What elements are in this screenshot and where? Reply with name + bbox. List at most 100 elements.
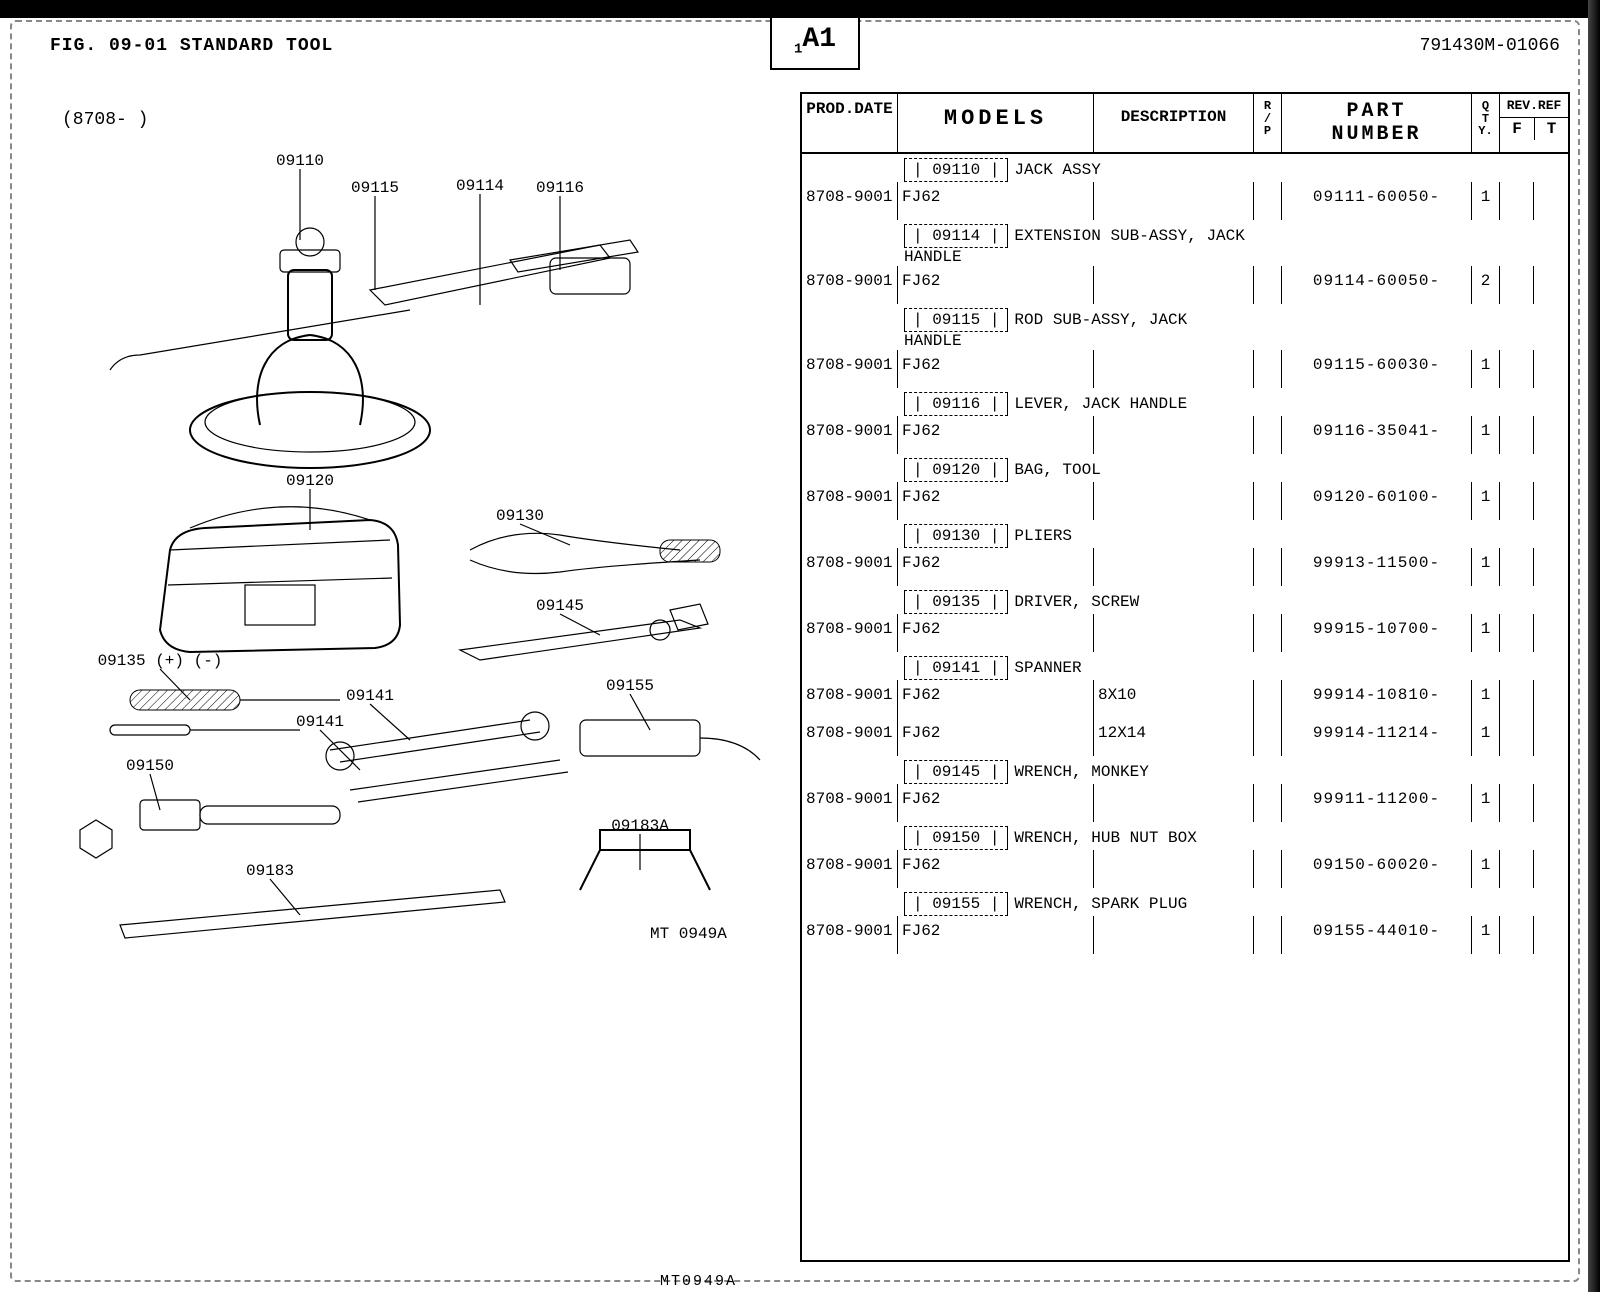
cell-models: FJ62	[898, 784, 1094, 822]
group-header: | 09135 | DRIVER, SCREW	[898, 586, 1254, 614]
callout-label: 09141	[346, 687, 394, 705]
group-desc: BAG, TOOL	[1014, 461, 1100, 479]
cell-rev-t	[1534, 850, 1568, 888]
cell-qty: 1	[1472, 850, 1500, 888]
cell-rp	[1254, 416, 1282, 454]
group-code: | 09116 |	[904, 392, 1008, 416]
col-part-2: NUMBER	[1286, 123, 1467, 146]
group-desc: JACK ASSY	[1014, 161, 1100, 179]
cell-part-number: 09155-44010-	[1282, 916, 1472, 954]
cell-rp	[1254, 350, 1282, 388]
callout-label: 09116	[536, 179, 584, 197]
cell-desc	[1094, 350, 1254, 388]
cell-rev-f	[1500, 614, 1534, 652]
bottom-code: MT0949A	[660, 1273, 737, 1290]
col-description: DESCRIPTION	[1094, 94, 1254, 152]
date-range: (8708- )	[62, 110, 148, 130]
group-code: | 09130 |	[904, 524, 1008, 548]
cell-qty: 1	[1472, 548, 1500, 586]
group-desc: WRENCH, MONKEY	[1014, 763, 1148, 781]
callout-label: 09183	[246, 862, 294, 880]
cell-rev-f	[1500, 784, 1534, 822]
col-revref: REV.REF F T	[1500, 94, 1568, 152]
cell-part-number: 09150-60020-	[1282, 850, 1472, 888]
col-revref-label: REV.REF	[1500, 94, 1568, 117]
group-code: | 09150 |	[904, 826, 1008, 850]
cell-desc	[1094, 416, 1254, 454]
group-header: | 09130 |PLIERS	[898, 520, 1254, 548]
cell-desc	[1094, 182, 1254, 220]
cell-rev-f	[1500, 916, 1534, 954]
cell-rev-t	[1534, 416, 1568, 454]
table-row: 8708-9001FJ6212X1499914-11214-1	[802, 718, 1568, 756]
cell-rev-f	[1500, 680, 1534, 718]
group-header: | 09145 | WRENCH, MONKEY	[898, 756, 1254, 784]
figure-title: FIG. 09-01 STANDARD TOOL	[50, 36, 333, 56]
group-desc: SPANNER	[1014, 659, 1081, 677]
cell-rev-t	[1534, 548, 1568, 586]
cell-rev-t	[1534, 784, 1568, 822]
callout-leader	[520, 524, 570, 545]
cell-qty: 1	[1472, 482, 1500, 520]
cell-part-number: 99915-10700-	[1282, 614, 1472, 652]
parts-table: PROD.DATE MODELS DESCRIPTION R / P PART …	[800, 92, 1570, 1262]
cell-prod-date: 8708-9001	[802, 850, 898, 888]
table-row: 8708-9001FJ6209150-60020-1	[802, 850, 1568, 888]
group-code: | 09135 |	[904, 590, 1008, 614]
cell-models: FJ62	[898, 614, 1094, 652]
cell-rev-f	[1500, 266, 1534, 304]
cell-desc	[1094, 614, 1254, 652]
cell-qty: 1	[1472, 416, 1500, 454]
table-row: 8708-9001FJ6299913-11500-1	[802, 548, 1568, 586]
film-edge-top	[0, 0, 1600, 18]
cell-prod-date: 8708-9001	[802, 718, 898, 756]
table-row: 8708-9001FJ6299911-11200-1	[802, 784, 1568, 822]
cell-rev-t	[1534, 182, 1568, 220]
cell-rp	[1254, 548, 1282, 586]
cell-qty: 1	[1472, 614, 1500, 652]
cell-qty: 1	[1472, 182, 1500, 220]
cell-models: FJ62	[898, 482, 1094, 520]
cell-prod-date: 8708-9001	[802, 916, 898, 954]
cell-rev-f	[1500, 350, 1534, 388]
cell-rp	[1254, 718, 1282, 756]
cell-models: FJ62	[898, 350, 1094, 388]
callout-label: 09155	[606, 677, 654, 695]
table-body: | 09110 |JACK ASSY8708-9001FJ6209111-600…	[802, 154, 1568, 1250]
cell-rev-f	[1500, 182, 1534, 220]
cell-models: FJ62	[898, 548, 1094, 586]
cell-qty: 1	[1472, 718, 1500, 756]
cell-rp	[1254, 916, 1282, 954]
col-part-number: PART NUMBER	[1282, 94, 1472, 152]
cell-rp	[1254, 680, 1282, 718]
cell-prod-date: 8708-9001	[802, 784, 898, 822]
cell-part-number: 09111-60050-	[1282, 182, 1472, 220]
group-code: | 09110 |	[904, 158, 1008, 182]
page: FIG. 09-01 STANDARD TOOL 1A1 791430M-010…	[0, 0, 1600, 1292]
callout-label: 09141	[296, 713, 344, 731]
cell-prod-date: 8708-9001	[802, 416, 898, 454]
table-row: 8708-9001FJ6209116-35041-1	[802, 416, 1568, 454]
group-code: | 09145 |	[904, 760, 1008, 784]
group-header: | 09115 |ROD SUB-ASSY, JACK HANDLE	[898, 304, 1254, 350]
group-desc: WRENCH, HUB NUT BOX	[1014, 829, 1196, 847]
cell-qty: 2	[1472, 266, 1500, 304]
group-code: | 09155 |	[904, 892, 1008, 916]
col-part-1: PART	[1286, 100, 1467, 123]
cell-desc	[1094, 548, 1254, 586]
cell-prod-date: 8708-9001	[802, 614, 898, 652]
tab-label: A1	[802, 24, 836, 55]
cell-qty: 1	[1472, 350, 1500, 388]
cell-models: FJ62	[898, 718, 1094, 756]
table-row: 8708-9001FJ6209155-44010-1	[802, 916, 1568, 954]
group-desc: DRIVER, SCREW	[1014, 593, 1139, 611]
callout-label: 09120	[286, 472, 334, 490]
table-row: 8708-9001FJ6209114-60050-2	[802, 266, 1568, 304]
col-prod-date: PROD.DATE	[802, 94, 898, 152]
cell-rev-f	[1500, 850, 1534, 888]
group-header: | 09150 | WRENCH, HUB NUT BOX	[898, 822, 1254, 850]
callout-leader	[630, 694, 650, 730]
group-desc: WRENCH, SPARK PLUG	[1014, 895, 1187, 913]
group-desc: LEVER, JACK HANDLE	[1014, 395, 1187, 413]
cell-rev-t	[1534, 916, 1568, 954]
